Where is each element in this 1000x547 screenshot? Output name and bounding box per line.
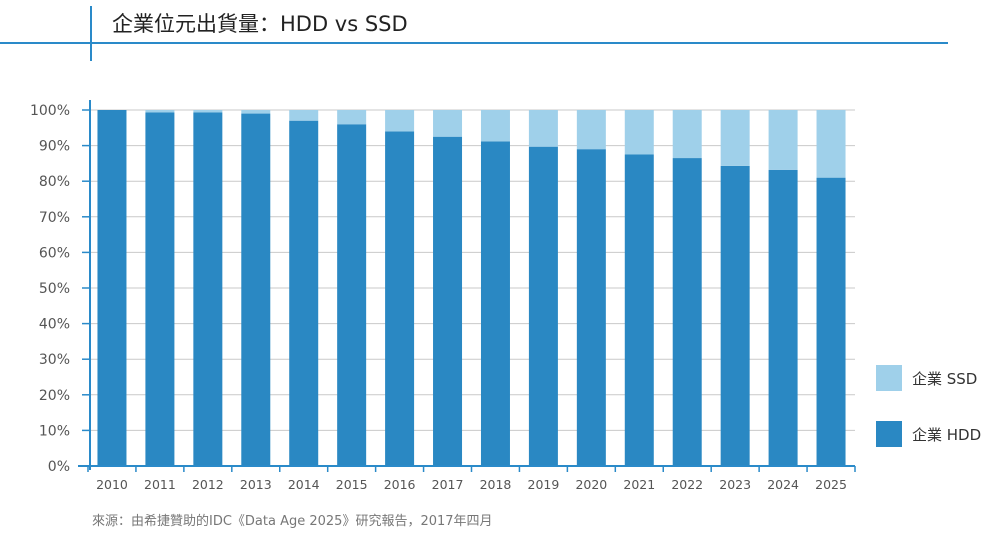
bar-2019-hdd bbox=[528, 146, 558, 466]
bar-2024-ssd bbox=[768, 110, 798, 170]
x-tick-labels: 2010 2011 2012 2013 2014 2015 2016 2017 2018 2019… bbox=[96, 477, 847, 492]
y-tick-label: 30% bbox=[39, 352, 70, 368]
x-tick-label: 2021 bbox=[623, 477, 655, 492]
bar-2021-ssd bbox=[624, 110, 654, 155]
axes bbox=[78, 100, 856, 472]
x-tick-label: 2020 bbox=[575, 477, 607, 492]
legend-label: 企業 HDD bbox=[912, 426, 981, 444]
y-tick-label: 70% bbox=[39, 210, 70, 226]
bar-2016-hdd bbox=[385, 131, 415, 467]
bar-2019-ssd bbox=[528, 110, 558, 147]
bar-2018-ssd bbox=[480, 110, 510, 142]
y-tick-labels: 0% 10% 20% 30% 40% 50% 60% 70% 80% 90% 100% bbox=[30, 103, 70, 475]
bar-2024-hdd bbox=[768, 169, 798, 467]
bar-2010-hdd bbox=[97, 110, 127, 466]
bar-2023-ssd bbox=[720, 110, 750, 166]
x-tick-label: 2022 bbox=[671, 477, 703, 492]
x-tick-label: 2013 bbox=[240, 477, 272, 492]
bar-2020-ssd bbox=[576, 110, 606, 150]
legend-swatch bbox=[876, 421, 902, 447]
bar-2016-ssd bbox=[385, 110, 415, 132]
bar-2025-ssd bbox=[816, 110, 846, 178]
x-tick-label: 2014 bbox=[288, 477, 320, 492]
bar-2025-hdd bbox=[816, 177, 846, 466]
bar-2011-ssd bbox=[145, 110, 175, 113]
y-tick-label: 90% bbox=[39, 139, 70, 155]
y-tick-label: 100% bbox=[30, 103, 70, 119]
y-tick-label: 50% bbox=[39, 281, 70, 297]
bar-2015-ssd bbox=[337, 110, 367, 125]
bar-2017-hdd bbox=[433, 136, 463, 466]
legend: 企業 SSD 企業 HDD bbox=[876, 365, 981, 447]
bar-2013-ssd bbox=[241, 110, 271, 114]
bars bbox=[97, 110, 846, 467]
bar-2012-ssd bbox=[193, 110, 223, 113]
source-note: 來源：由希捷贊助的IDC《Data Age 2025》研究報告，2017年四月 bbox=[92, 514, 493, 529]
bar-2022-hdd bbox=[672, 158, 702, 466]
bar-2018-hdd bbox=[480, 141, 510, 466]
title-accent bbox=[90, 6, 92, 61]
bar-2015-hdd bbox=[337, 124, 367, 467]
y-tick-label: 40% bbox=[39, 317, 70, 333]
title-bar: 企業位元出貨量：HDD vs SSD bbox=[0, 0, 1000, 61]
y-tick-label: 60% bbox=[39, 245, 70, 261]
bar-2021-hdd bbox=[624, 154, 654, 466]
bar-2017-ssd bbox=[433, 110, 463, 137]
chart-title: 企業位元出貨量：HDD vs SSD bbox=[112, 12, 408, 36]
bar-2020-hdd bbox=[576, 149, 606, 466]
bar-2023-hdd bbox=[720, 165, 750, 466]
x-tick-label: 2017 bbox=[432, 477, 464, 492]
x-tick-label: 2019 bbox=[528, 477, 560, 492]
bar-2014-ssd bbox=[289, 110, 319, 121]
bar-2022-ssd bbox=[672, 110, 702, 159]
x-tick-label: 2012 bbox=[192, 477, 224, 492]
legend-label: 企業 SSD bbox=[912, 370, 977, 388]
bar-2014-hdd bbox=[289, 120, 319, 467]
y-tick-label: 80% bbox=[39, 174, 70, 190]
x-tick-label: 2024 bbox=[767, 477, 799, 492]
x-tick-label: 2023 bbox=[719, 477, 751, 492]
x-tick-label: 2025 bbox=[815, 477, 847, 492]
title-rule bbox=[0, 42, 948, 44]
x-tick-label: 2018 bbox=[480, 477, 512, 492]
bar-2012-hdd bbox=[193, 112, 223, 466]
y-tick-label: 0% bbox=[48, 459, 70, 475]
x-tick-label: 2016 bbox=[384, 477, 416, 492]
x-tick-label: 2010 bbox=[96, 477, 128, 492]
x-tick-label: 2011 bbox=[144, 477, 176, 492]
bar-2013-hdd bbox=[241, 113, 271, 466]
legend-swatch bbox=[876, 365, 902, 391]
y-tick-label: 20% bbox=[39, 388, 70, 404]
bar-2011-hdd bbox=[145, 112, 175, 466]
y-tick-label: 10% bbox=[39, 423, 70, 439]
x-tick-label: 2015 bbox=[336, 477, 368, 492]
